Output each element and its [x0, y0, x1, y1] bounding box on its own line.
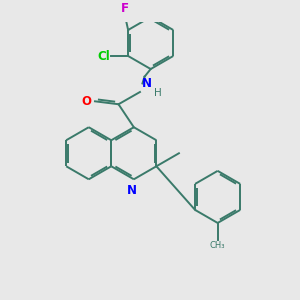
Text: N: N	[142, 77, 152, 91]
Text: CH₃: CH₃	[210, 241, 225, 250]
Text: F: F	[121, 2, 129, 15]
Text: H: H	[154, 88, 161, 98]
Text: O: O	[82, 95, 92, 108]
Text: N: N	[127, 184, 137, 197]
Text: Cl: Cl	[97, 50, 110, 62]
